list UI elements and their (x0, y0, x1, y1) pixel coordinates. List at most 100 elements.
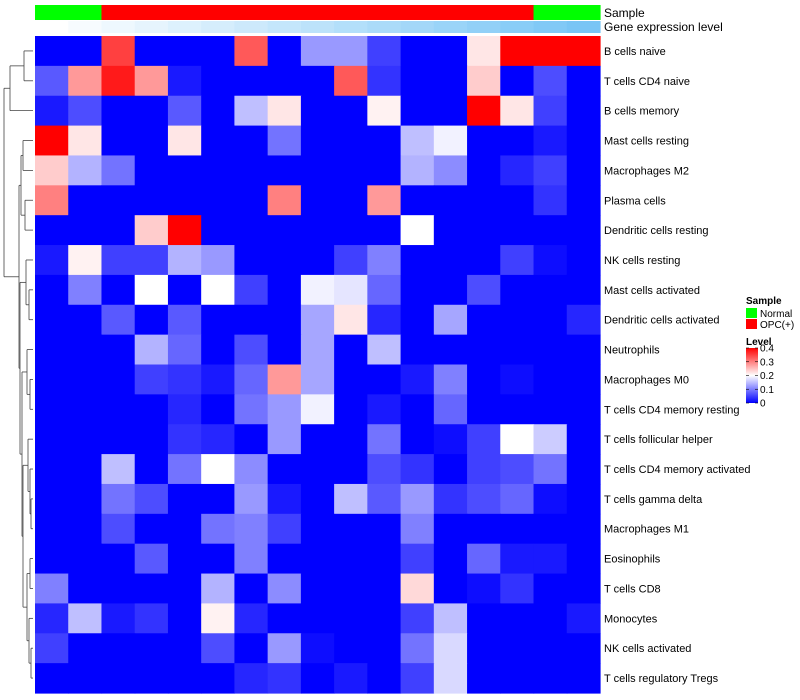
level-ticks: 0.4 0.3 0.2 0.1 0 (746, 344, 774, 410)
sample-annotation-cell (500, 5, 535, 20)
heatmap-cell (300, 573, 335, 605)
heatmap-cell (267, 633, 302, 664)
heatmap-cell (500, 334, 535, 366)
heatmap-cell (134, 185, 169, 216)
sample-annotation-cell (367, 5, 402, 20)
heatmap-cell (566, 663, 601, 694)
heatmap-cell (35, 364, 69, 395)
heatmap-cell (400, 364, 435, 395)
heatmap-cell (367, 633, 402, 664)
heatmap-cell (500, 155, 535, 186)
heatmap-cell (68, 663, 103, 694)
heatmap-cell (134, 633, 169, 664)
heatmap-cell (300, 663, 335, 694)
sample-annotation-cell (167, 5, 202, 20)
heatmap-cell (134, 36, 169, 67)
heatmap-cell (101, 245, 136, 276)
heatmap-cell (68, 364, 103, 395)
heatmap-cell (467, 364, 501, 395)
heatmap-cell (566, 155, 601, 186)
heatmap-cell (267, 364, 302, 395)
heatmap-cell (35, 274, 69, 306)
sample-annotation-cell (101, 5, 136, 20)
level-tick-label: 0.4 (760, 344, 774, 355)
heatmap-cell (234, 454, 269, 485)
heatmap-cell (134, 513, 169, 545)
heatmap-cell (500, 483, 535, 515)
heatmap-cell (68, 603, 103, 634)
heatmap-cell (533, 394, 568, 425)
legend-swatch-normal (746, 308, 757, 318)
heatmap-cell (101, 304, 136, 336)
heatmap-cell (201, 394, 236, 425)
heatmap-cell (367, 543, 402, 575)
heatmap-cell (201, 573, 236, 605)
heatmap-cell (101, 185, 136, 216)
heatmap-cell (400, 274, 435, 306)
heatmap-cell (400, 215, 435, 246)
heatmap-cell (566, 215, 601, 246)
expression-annotation-cell (367, 21, 402, 33)
heatmap-cell (167, 603, 202, 634)
heatmap-cell (566, 603, 601, 634)
heatmap-cell (267, 36, 302, 67)
heatmap-cell (467, 65, 501, 97)
expression-annotation-cell (267, 21, 302, 33)
heatmap-cell (167, 663, 202, 694)
heatmap-cell (134, 364, 169, 395)
heatmap-cell (467, 215, 501, 246)
heatmap-cell (566, 125, 601, 157)
expression-annotation-cell (500, 21, 535, 33)
heatmap-cell (300, 454, 335, 485)
heatmap-cell (267, 245, 302, 276)
heatmap-cell (533, 663, 568, 694)
heatmap-cell (101, 155, 136, 186)
heatmap-cell (234, 603, 269, 634)
row-dendrogram (3, 50, 33, 679)
heatmap-cell (234, 304, 269, 336)
row-label: NK cells activated (604, 643, 691, 655)
heatmap-cell (500, 274, 535, 306)
heatmap-cell (134, 543, 169, 575)
sample-legend-title: Sample (746, 296, 782, 307)
heatmap-cell (500, 454, 535, 485)
heatmap-cell (101, 65, 136, 97)
heatmap-cell (433, 513, 468, 545)
sample-annotation-cell (467, 5, 501, 20)
heatmap-cell (234, 633, 269, 664)
heatmap-cell (533, 95, 568, 127)
sample-annotation-cell (533, 5, 568, 20)
heatmap-cell (367, 394, 402, 425)
heatmap-cell (566, 424, 601, 455)
sample-annotation-cell (433, 5, 468, 20)
heatmap-cell (500, 245, 535, 276)
heatmap-cell (35, 603, 69, 634)
row-labels: B cells naive T cells CD4 naive B cells me… (604, 46, 751, 685)
heatmap-cell (467, 424, 501, 455)
heatmap-cell (334, 185, 368, 216)
heatmap-cell (533, 483, 568, 515)
heatmap-cell (367, 185, 402, 216)
heatmap-cell (300, 603, 335, 634)
annotation-track-labels: Sample Gene expression level (604, 6, 723, 34)
heatmap-cell (101, 424, 136, 455)
heatmap-cell (35, 573, 69, 605)
heatmap-cell (201, 215, 236, 246)
heatmap-cell (134, 573, 169, 605)
heatmap-cell (267, 543, 302, 575)
heatmap-cell (134, 334, 169, 366)
heatmap-cell (234, 483, 269, 515)
heatmap-cell (68, 65, 103, 97)
heatmap-cell (267, 185, 302, 216)
heatmap-cell (367, 245, 402, 276)
heatmap-cell (134, 483, 169, 515)
heatmap-cell (433, 633, 468, 664)
heatmap-cell (68, 215, 103, 246)
heatmap-cell (167, 304, 202, 336)
row-label: T cells follicular helper (604, 434, 713, 446)
heatmap-cell (400, 36, 435, 67)
heatmap-cell (300, 95, 335, 127)
heatmap-cell (500, 603, 535, 634)
heatmap-cell (234, 334, 269, 366)
heatmap-cell (68, 513, 103, 545)
